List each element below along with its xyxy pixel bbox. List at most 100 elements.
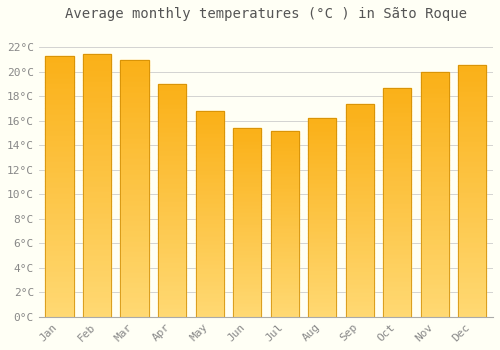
Bar: [308, 269, 336, 273]
Bar: [158, 154, 186, 159]
Bar: [233, 185, 261, 189]
Bar: [270, 309, 299, 313]
Bar: [233, 159, 261, 162]
Bar: [346, 112, 374, 117]
Bar: [421, 145, 449, 150]
Bar: [46, 212, 74, 218]
Bar: [383, 92, 412, 97]
Bar: [346, 121, 374, 125]
Bar: [120, 137, 148, 142]
Bar: [46, 150, 74, 155]
Bar: [158, 224, 186, 229]
Bar: [270, 160, 299, 164]
Bar: [233, 147, 261, 151]
Bar: [83, 169, 111, 175]
Bar: [46, 275, 74, 280]
Bar: [308, 245, 336, 249]
Bar: [83, 217, 111, 222]
Bar: [120, 142, 148, 147]
Bar: [83, 275, 111, 280]
Bar: [458, 231, 486, 236]
Bar: [83, 75, 111, 80]
Bar: [46, 72, 74, 77]
Bar: [46, 155, 74, 160]
Bar: [196, 234, 224, 239]
Bar: [120, 121, 148, 126]
Bar: [308, 158, 336, 162]
Bar: [308, 249, 336, 253]
Bar: [270, 134, 299, 138]
Bar: [270, 138, 299, 142]
Bar: [46, 312, 74, 317]
Bar: [383, 257, 412, 262]
Bar: [458, 261, 486, 266]
Bar: [196, 255, 224, 259]
Bar: [383, 189, 412, 193]
Bar: [308, 138, 336, 142]
Bar: [233, 264, 261, 268]
Bar: [233, 241, 261, 245]
Bar: [421, 312, 449, 317]
Bar: [120, 229, 148, 234]
Bar: [383, 184, 412, 189]
Bar: [83, 222, 111, 227]
Bar: [46, 139, 74, 145]
Bar: [46, 197, 74, 202]
Bar: [233, 170, 261, 174]
Bar: [458, 140, 486, 145]
Bar: [346, 236, 374, 240]
Bar: [120, 281, 148, 286]
Bar: [458, 307, 486, 312]
Bar: [233, 219, 261, 223]
Bar: [196, 267, 224, 272]
Bar: [383, 230, 412, 235]
Bar: [383, 239, 412, 244]
Bar: [421, 135, 449, 140]
Bar: [346, 206, 374, 210]
Bar: [233, 162, 261, 166]
Bar: [83, 190, 111, 196]
Bar: [120, 224, 148, 229]
Bar: [421, 209, 449, 214]
Bar: [233, 128, 261, 317]
Bar: [346, 155, 374, 159]
Bar: [458, 281, 486, 287]
Bar: [196, 210, 224, 214]
Bar: [196, 218, 224, 222]
Bar: [120, 271, 148, 276]
Bar: [158, 256, 186, 261]
Bar: [458, 206, 486, 211]
Bar: [46, 166, 74, 171]
Bar: [196, 222, 224, 226]
Bar: [270, 272, 299, 276]
Bar: [233, 298, 261, 302]
Bar: [46, 286, 74, 291]
Bar: [458, 70, 486, 75]
Bar: [196, 243, 224, 247]
Bar: [196, 119, 224, 124]
Bar: [383, 143, 412, 147]
Bar: [196, 160, 224, 164]
Bar: [46, 218, 74, 223]
Bar: [308, 305, 336, 309]
Bar: [83, 306, 111, 312]
Bar: [346, 283, 374, 287]
Bar: [270, 216, 299, 220]
Bar: [46, 134, 74, 139]
Bar: [458, 170, 486, 176]
Bar: [308, 194, 336, 198]
Bar: [270, 201, 299, 205]
Bar: [421, 248, 449, 253]
Bar: [383, 207, 412, 211]
Bar: [346, 172, 374, 176]
Bar: [270, 291, 299, 294]
Bar: [120, 245, 148, 250]
Bar: [346, 163, 374, 168]
Bar: [421, 165, 449, 170]
Bar: [383, 111, 412, 115]
Bar: [458, 150, 486, 155]
Bar: [46, 228, 74, 233]
Bar: [421, 219, 449, 224]
Bar: [120, 260, 148, 265]
Bar: [270, 179, 299, 183]
